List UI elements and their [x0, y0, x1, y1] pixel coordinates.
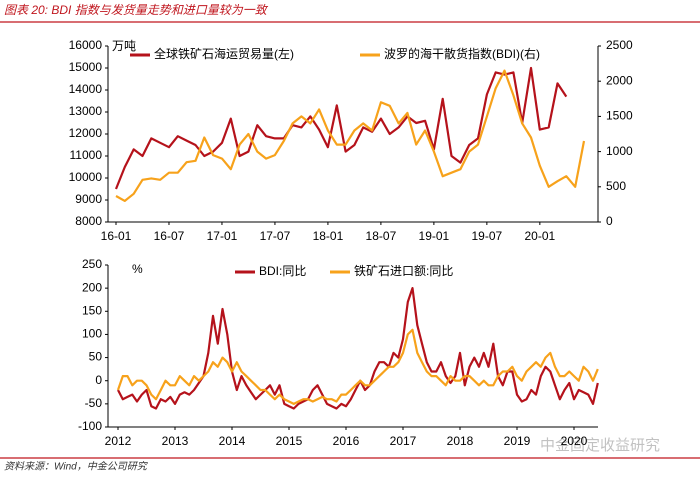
y-tick-label: 8000	[75, 214, 102, 228]
x-tick-label: 2014	[219, 434, 246, 448]
y-unit: 万吨	[112, 39, 136, 53]
x-tick-label: 16-01	[101, 229, 132, 243]
y-tick-label: -50	[85, 396, 103, 410]
legend-label: BDI:同比	[259, 264, 306, 278]
x-tick-label: 2019	[504, 434, 531, 448]
x-tick-label: 2015	[276, 434, 303, 448]
y-tick-label: 14000	[69, 82, 103, 96]
series-line	[114, 66, 568, 190]
legend-label: 全球铁矿石海运贸易量(左)	[154, 46, 294, 61]
x-tick-label: 2013	[162, 434, 189, 448]
y-tick-label: 250	[82, 257, 102, 271]
y2-tick-label: 2000	[606, 73, 633, 87]
y-tick-label: -100	[78, 419, 102, 433]
x-tick-label: 19-01	[419, 229, 450, 243]
y2-tick-label: 0	[606, 214, 613, 228]
y-tick-label: 12000	[69, 126, 103, 140]
y-unit: %	[132, 262, 143, 276]
legend-label: 波罗的海干散货指数(BDI)(右)	[384, 46, 540, 61]
y-tick-label: 16000	[69, 38, 103, 52]
x-tick-label: 16-07	[154, 229, 185, 243]
legend-label: 铁矿石进口额:同比	[354, 264, 453, 278]
y2-tick-label: 1500	[606, 109, 633, 123]
y-tick-label: 0	[95, 373, 102, 387]
y-tick-label: 50	[89, 350, 103, 364]
x-tick-label: 17-07	[260, 229, 291, 243]
x-tick-label: 2017	[390, 434, 417, 448]
series-line	[116, 328, 599, 405]
y-tick-label: 100	[82, 327, 102, 341]
y-tick-label: 150	[82, 303, 102, 317]
source: 资料来源：Wind，中金公司研究	[4, 461, 149, 473]
y-tick-label: 10000	[69, 170, 103, 184]
watermark: 中金固定收益研究	[540, 437, 660, 454]
page-title: 图表 20: BDI 指数与发货量走势和进口量较为一致	[4, 3, 269, 17]
x-tick-label: 20-01	[524, 229, 555, 243]
y2-tick-label: 1000	[606, 144, 633, 158]
series-line	[115, 69, 586, 202]
x-tick-label: 17-01	[207, 229, 238, 243]
y2-tick-label: 500	[606, 179, 626, 193]
x-tick-label: 18-01	[313, 229, 344, 243]
y-tick-label: 11000	[70, 148, 103, 162]
y-tick-label: 13000	[69, 104, 103, 118]
y-tick-label: 200	[82, 280, 102, 294]
x-tick-label: 18-07	[366, 229, 397, 243]
y-tick-label: 15000	[69, 60, 103, 74]
y2-tick-label: 2500	[606, 38, 633, 52]
x-tick-label: 2020	[561, 434, 588, 448]
x-tick-label: 2016	[333, 434, 360, 448]
x-tick-label: 2018	[447, 434, 474, 448]
y-tick-label: 9000	[75, 192, 102, 206]
series-line	[117, 287, 599, 410]
x-tick-label: 19-07	[472, 229, 503, 243]
x-tick-label: 2012	[105, 434, 132, 448]
